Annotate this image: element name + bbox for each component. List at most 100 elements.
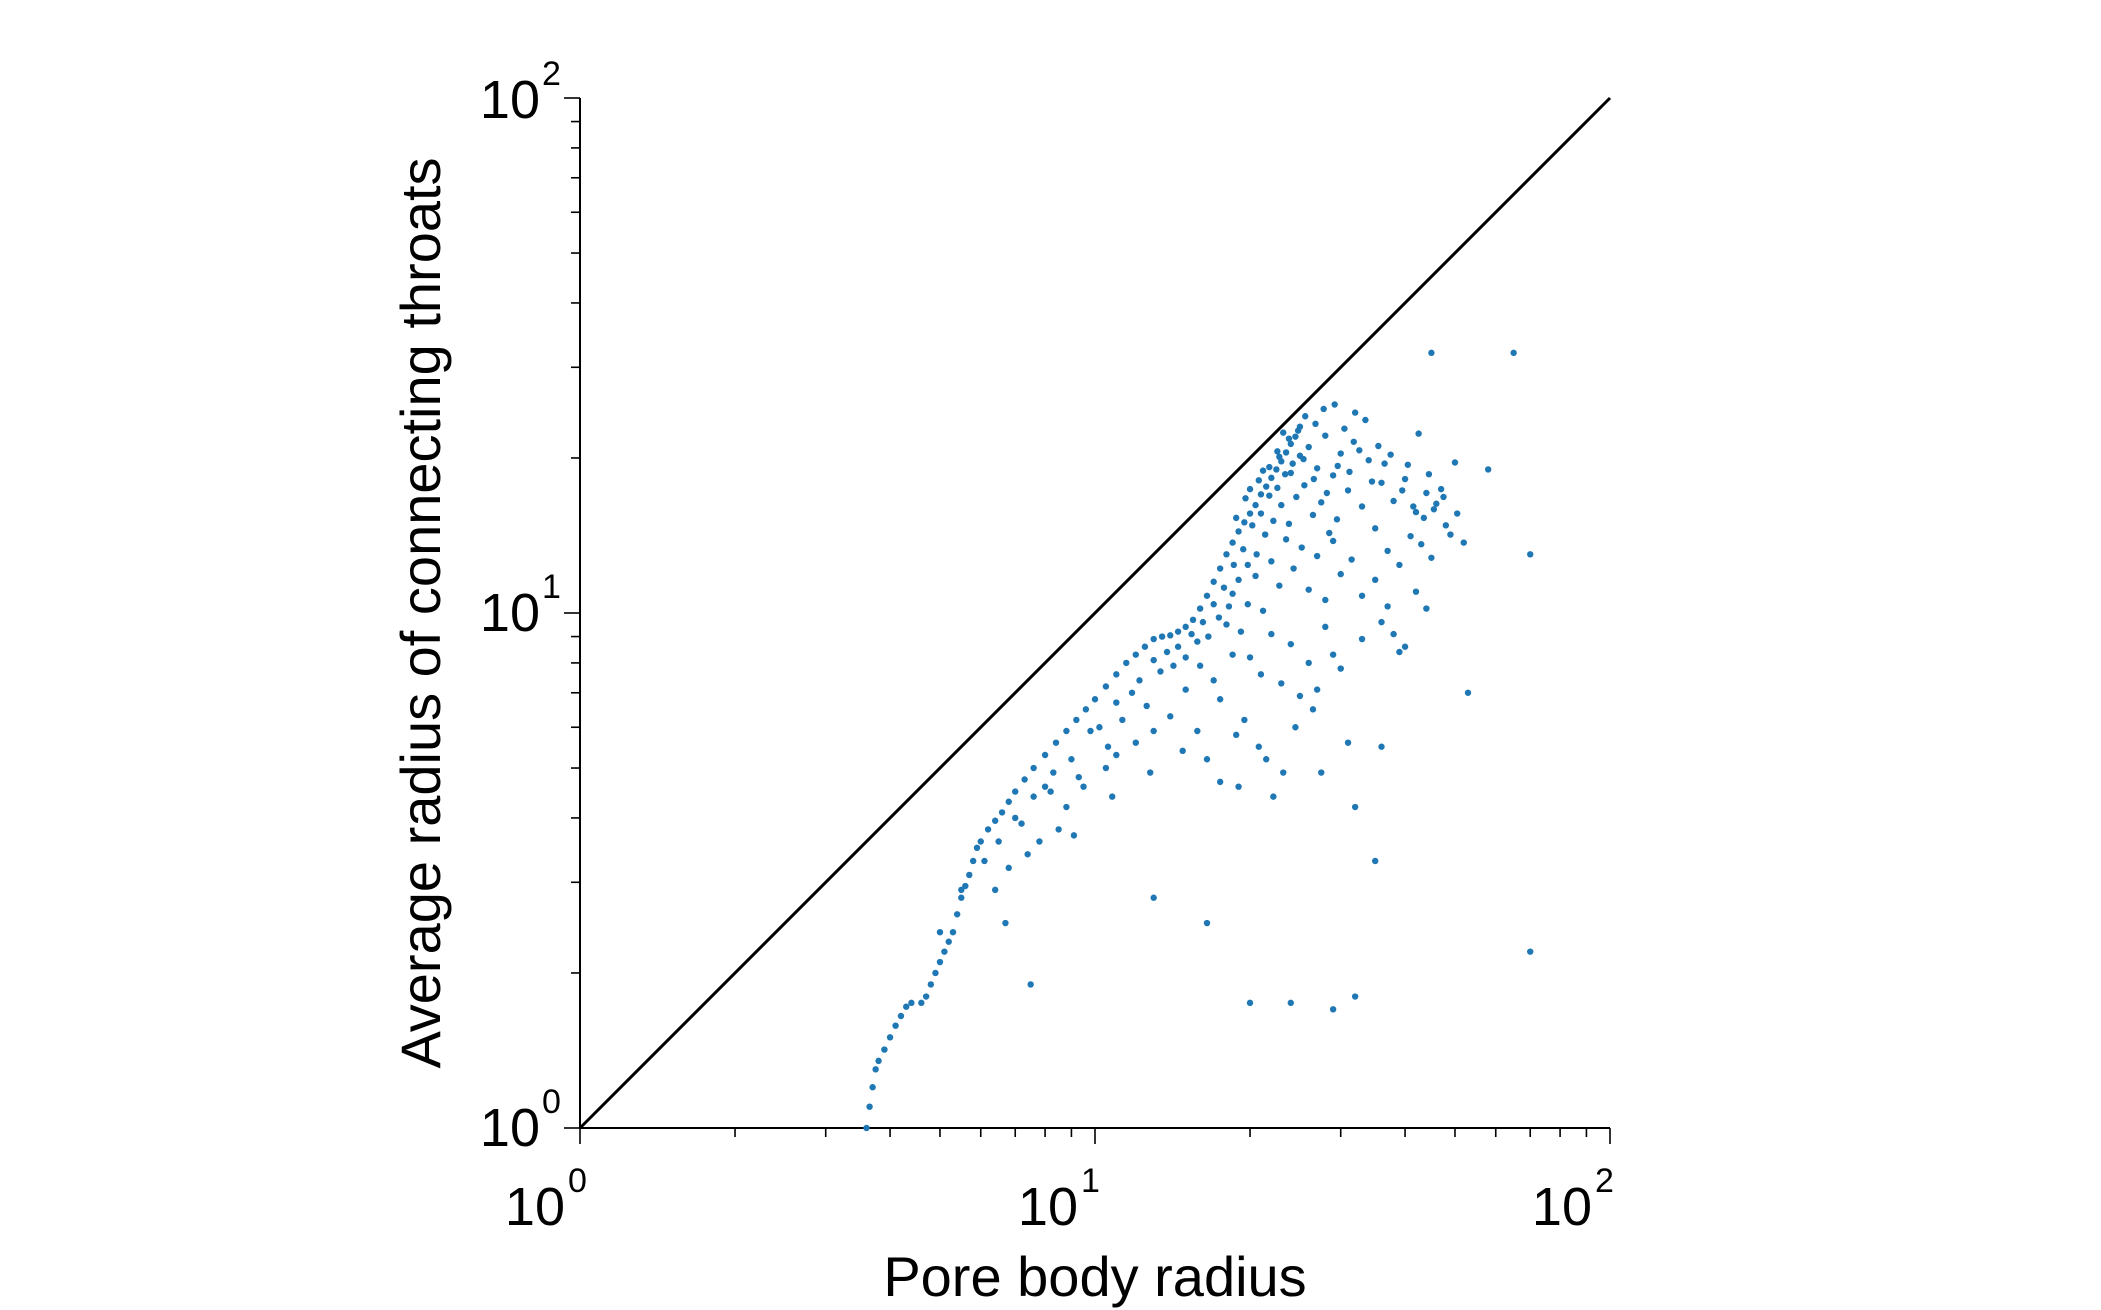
data-point — [1313, 686, 1321, 693]
data-point — [1229, 590, 1236, 597]
data-point — [1287, 440, 1295, 448]
data-point — [1113, 671, 1120, 678]
data-point — [1309, 511, 1317, 519]
data-point — [1378, 743, 1385, 750]
reference-line-y-equals-x — [578, 96, 1612, 1130]
data-point — [1216, 565, 1224, 572]
data-point — [1012, 788, 1019, 795]
data-point — [1273, 466, 1280, 473]
data-point — [1210, 578, 1217, 585]
data-point — [991, 886, 999, 894]
data-point — [1447, 531, 1454, 538]
data-point — [1415, 430, 1422, 437]
data-point — [1128, 689, 1136, 696]
data-point — [1337, 570, 1344, 578]
data-point — [1229, 539, 1236, 546]
x-tick-label-2: 10 — [1532, 1177, 1592, 1237]
data-point — [1199, 618, 1207, 626]
data-point — [1428, 349, 1435, 357]
data-point — [1240, 546, 1247, 553]
data-point — [1372, 576, 1379, 583]
data-point — [984, 826, 992, 833]
data-point — [1123, 659, 1130, 667]
minor-ticks — [571, 120, 1588, 1137]
data-point — [1323, 489, 1331, 497]
data-point — [1396, 648, 1403, 656]
data-point — [1167, 632, 1174, 639]
data-point — [1063, 727, 1070, 735]
data-point — [1246, 999, 1254, 1007]
data-point — [1527, 948, 1534, 955]
data-point — [1410, 503, 1417, 510]
data-point — [1293, 493, 1300, 501]
data-point — [1423, 489, 1430, 497]
data-point — [1249, 522, 1256, 529]
data-point — [1235, 783, 1242, 790]
data-point — [1433, 500, 1440, 507]
data-point — [1158, 633, 1166, 640]
data-point — [1041, 751, 1049, 759]
y-axis-label: Average radius of connecting throats — [389, 157, 452, 1068]
data-point — [875, 1057, 882, 1065]
data-point — [1309, 706, 1317, 713]
data-point — [1296, 692, 1304, 700]
data-point — [1390, 630, 1397, 638]
data-point — [1484, 466, 1492, 473]
data-point — [1375, 442, 1382, 450]
data-point — [1167, 713, 1174, 720]
data-point — [1460, 539, 1467, 546]
data-point — [1136, 677, 1143, 684]
data-point — [1287, 999, 1295, 1007]
data-point — [1018, 820, 1025, 827]
data-point — [1070, 832, 1078, 839]
data-point — [1381, 460, 1388, 467]
y-tick-exp-2: 2 — [542, 55, 561, 93]
data-point — [1437, 485, 1445, 493]
data-point — [1287, 469, 1295, 477]
data-point — [1150, 727, 1157, 735]
data-point — [1075, 773, 1082, 781]
data-point — [1292, 724, 1299, 731]
data-point — [1041, 783, 1049, 790]
data-point — [1331, 401, 1338, 408]
data-point — [892, 1022, 899, 1029]
data-point — [1404, 461, 1412, 468]
data-point — [886, 1034, 894, 1041]
data-point — [1030, 764, 1037, 772]
data-point — [908, 999, 915, 1007]
data-point — [932, 969, 939, 977]
data-point — [1337, 450, 1344, 457]
data-point — [1205, 633, 1212, 640]
data-point — [1109, 793, 1116, 800]
data-point — [1179, 747, 1186, 755]
data-point — [1278, 501, 1285, 509]
data-point — [1351, 409, 1359, 416]
data-point — [1378, 479, 1385, 486]
data-point — [1351, 993, 1359, 1000]
data-point — [1024, 851, 1031, 858]
x-tick-label-0: 10 — [505, 1177, 565, 1237]
data-point — [1358, 592, 1366, 599]
data-point — [1278, 680, 1285, 687]
data-point — [1305, 659, 1312, 667]
data-point — [1096, 724, 1103, 731]
data-point — [1428, 554, 1435, 561]
data-point — [991, 817, 999, 824]
data-point — [1225, 603, 1233, 610]
data-point — [1263, 756, 1270, 763]
data-point — [995, 838, 1002, 845]
data-point — [1344, 487, 1352, 494]
data-point — [1215, 614, 1223, 621]
data-point — [1396, 561, 1403, 569]
data-point — [1268, 474, 1275, 482]
x-tick-exp-1: 1 — [1081, 1162, 1100, 1200]
data-point — [977, 838, 984, 845]
data-point — [1141, 643, 1149, 650]
data-point — [1322, 432, 1329, 439]
data-point — [1312, 420, 1319, 428]
data-points — [863, 349, 1534, 1132]
data-point — [1203, 592, 1211, 599]
data-point — [1334, 462, 1341, 470]
data-point — [1358, 635, 1366, 643]
data-point — [1301, 482, 1308, 489]
